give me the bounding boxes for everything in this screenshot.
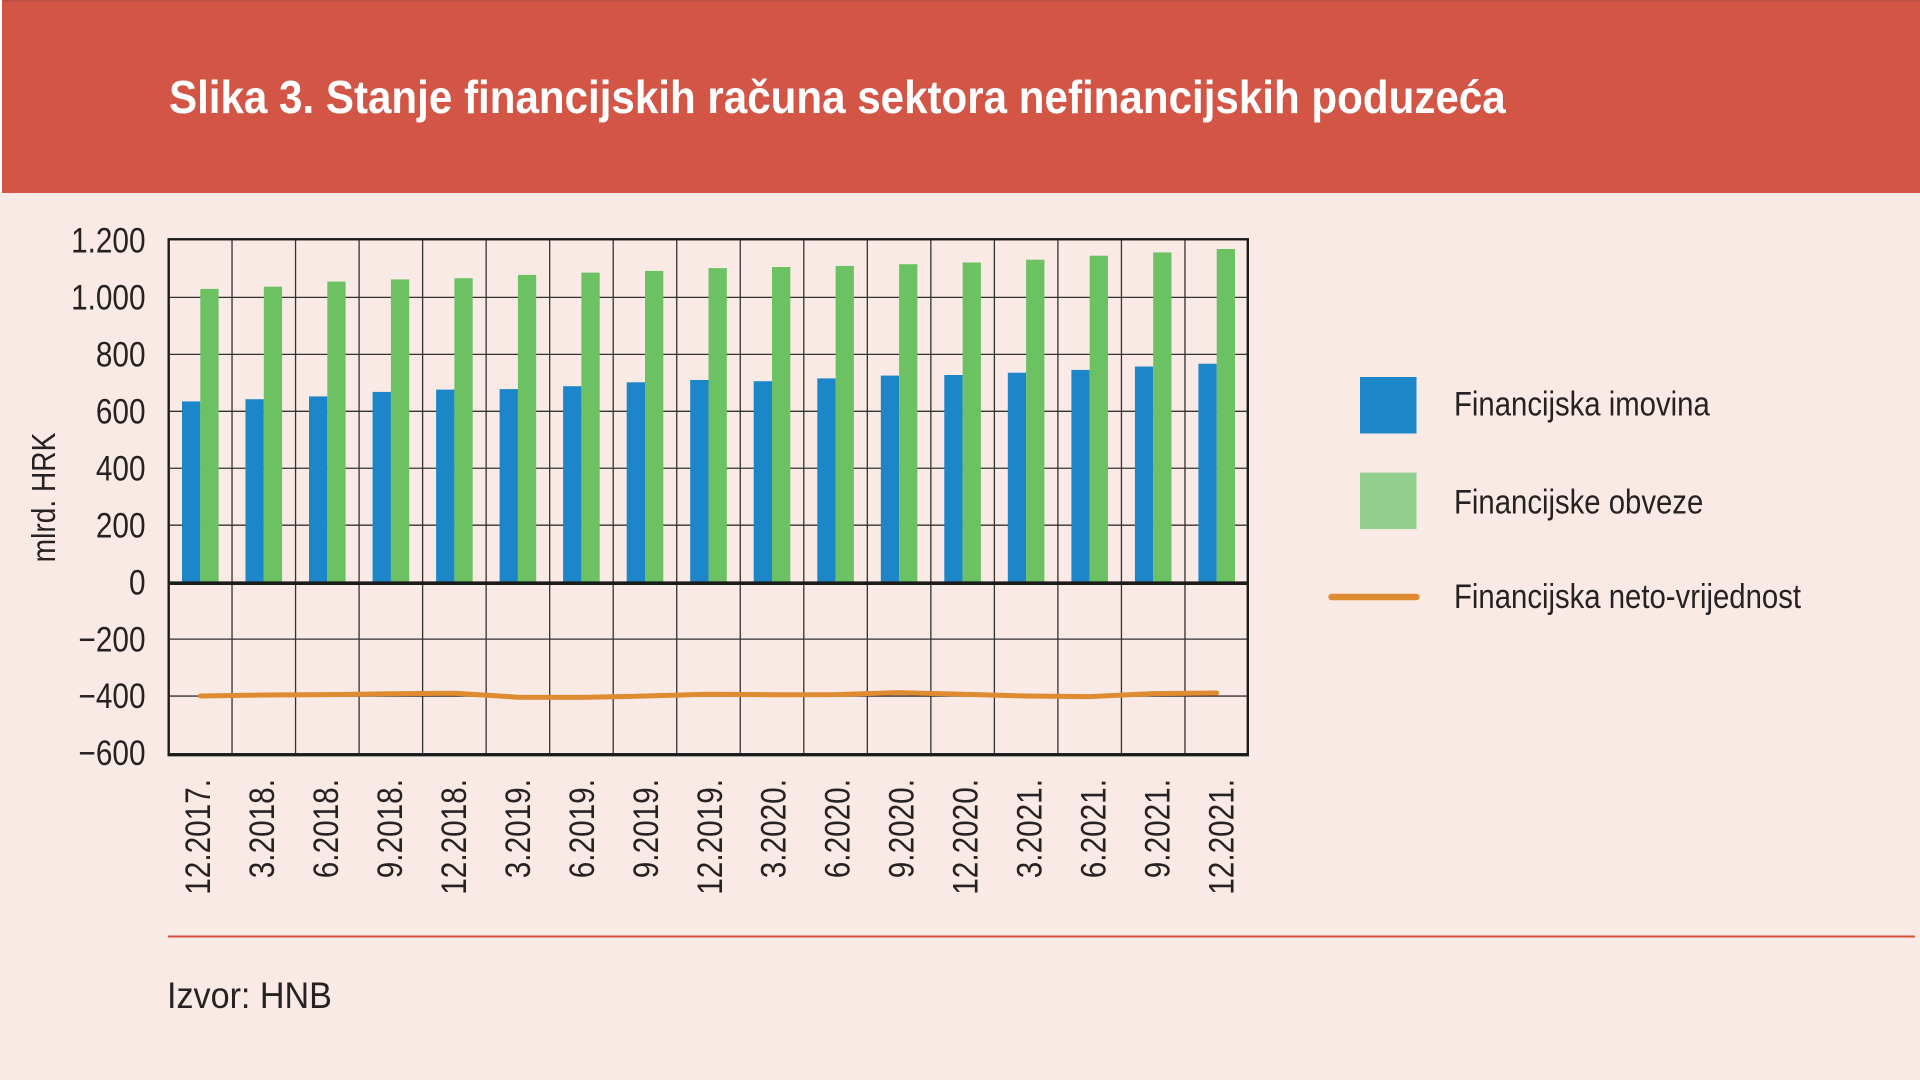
svg-text:9.2018.: 9.2018.: [371, 779, 410, 878]
svg-text:12.2020.: 12.2020.: [946, 779, 985, 895]
svg-text:mlrd. HRK: mlrd. HRK: [25, 432, 63, 562]
svg-text:1.000: 1.000: [71, 278, 145, 317]
svg-text:0: 0: [129, 563, 146, 602]
svg-text:3.2019.: 3.2019.: [499, 779, 538, 878]
svg-text:12.2017.: 12.2017.: [179, 779, 218, 895]
svg-text:6.2020.: 6.2020.: [818, 779, 857, 878]
svg-text:12.2018.: 12.2018.: [435, 779, 474, 895]
svg-text:−600: −600: [79, 734, 146, 773]
svg-text:3.2021.: 3.2021.: [1010, 779, 1049, 878]
svg-text:6.2018.: 6.2018.: [307, 779, 346, 878]
svg-text:12.2021.: 12.2021.: [1202, 779, 1241, 895]
svg-text:−400: −400: [79, 677, 146, 716]
svg-text:−200: −200: [79, 620, 146, 659]
svg-text:9.2021.: 9.2021.: [1138, 779, 1177, 878]
svg-text:Financijska neto-vrijednost: Financijska neto-vrijednost: [1454, 577, 1801, 616]
svg-text:3.2020.: 3.2020.: [754, 779, 793, 878]
svg-text:6.2019.: 6.2019.: [563, 779, 602, 878]
svg-text:12.2019.: 12.2019.: [691, 779, 730, 895]
svg-text:9.2019.: 9.2019.: [627, 779, 666, 878]
svg-text:600: 600: [96, 392, 146, 431]
svg-text:800: 800: [96, 335, 146, 374]
svg-text:Izvor: HNB: Izvor: HNB: [167, 975, 332, 1017]
svg-text:3.2018.: 3.2018.: [243, 779, 282, 878]
svg-text:400: 400: [96, 449, 146, 488]
svg-text:Financijska imovina: Financijska imovina: [1454, 384, 1710, 423]
svg-text:200: 200: [96, 506, 146, 545]
svg-text:9.2020.: 9.2020.: [882, 779, 921, 878]
svg-text:Financijske obveze: Financijske obveze: [1454, 482, 1703, 521]
svg-text:1.200: 1.200: [71, 221, 145, 260]
svg-text:6.2021.: 6.2021.: [1074, 779, 1113, 878]
